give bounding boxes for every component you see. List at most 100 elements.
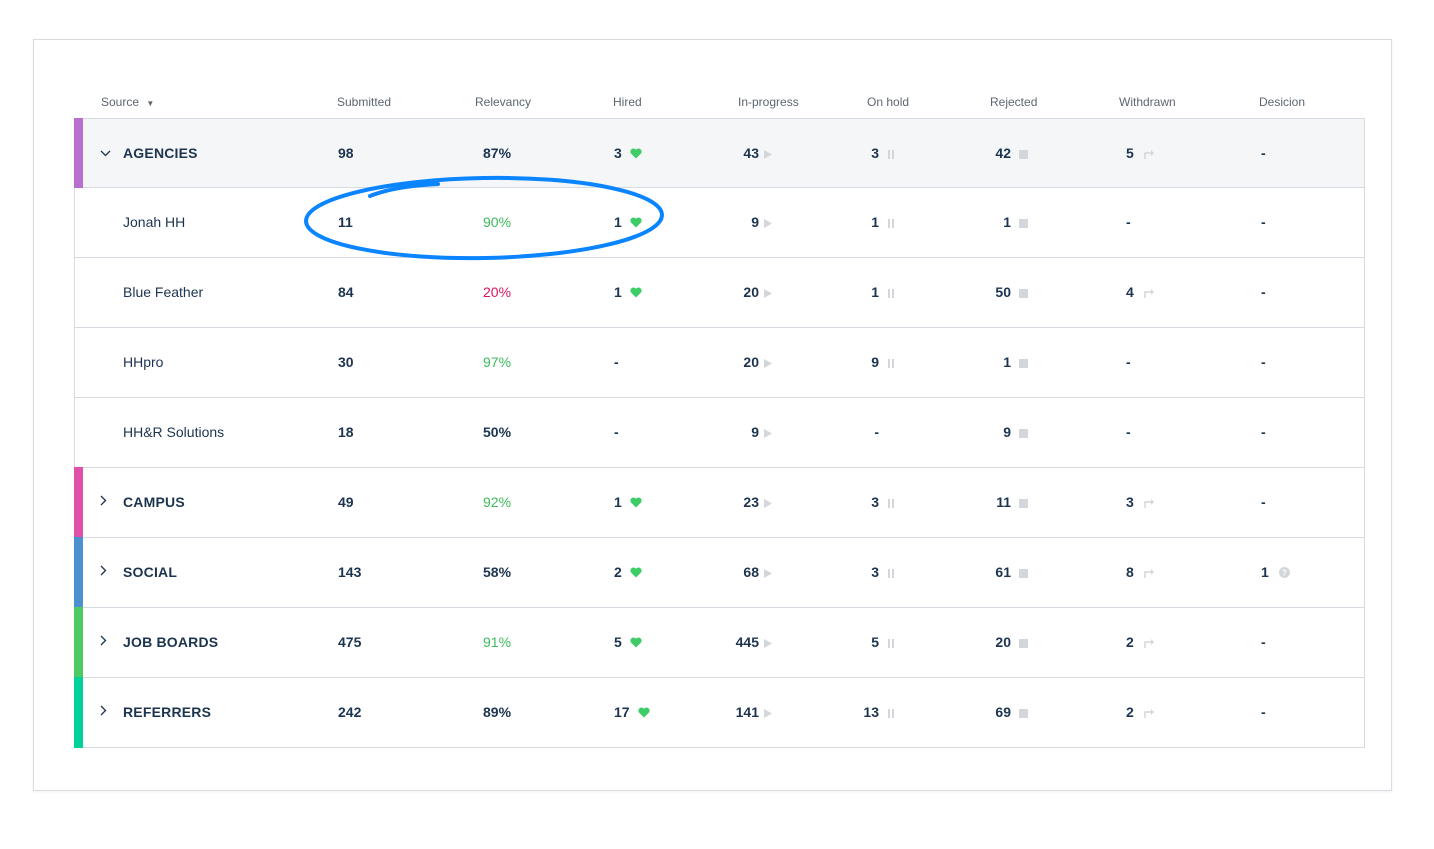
decision-cell: - (1261, 398, 1266, 466)
column-header-source[interactable]: Source ▼ (101, 95, 154, 109)
submitted-value: 18 (338, 424, 354, 440)
source-row[interactable]: Jonah HH 11 90% 1 9 1 1- - (74, 188, 1365, 258)
source-name[interactable]: JOB BOARDS (123, 634, 219, 650)
submitted-value: 98 (338, 145, 354, 161)
play-icon (764, 189, 772, 257)
submitted-value: 143 (338, 564, 362, 580)
column-header-rejected[interactable]: Rejected (990, 95, 1038, 109)
in-progress-value: 9 (751, 214, 759, 230)
in-progress-cell: 68 (719, 538, 772, 606)
chevron-right-icon[interactable] (100, 468, 107, 536)
decision-cell: - (1261, 258, 1266, 326)
submitted-cell: 11 (338, 188, 353, 256)
group-row[interactable]: REFERRERS 242 89% 17 141 13 69 2 - (74, 677, 1365, 748)
in-progress-cell: 9 (719, 188, 772, 256)
redirect-arrow-icon (1144, 609, 1155, 677)
source-name[interactable]: AGENCIES (123, 145, 198, 161)
relevancy-value: 91% (483, 634, 512, 650)
group-color-bar (74, 537, 83, 608)
on-hold-value: 3 (871, 564, 879, 580)
withdrawn-cell: 2 (1126, 678, 1155, 746)
pause-icon (887, 539, 895, 607)
in-progress-value: 445 (735, 634, 759, 650)
group-color-bar (74, 677, 83, 748)
source-row[interactable]: Blue Feather 84 20% 1 20 1 50 4 - (74, 258, 1365, 328)
hired-cell: 1 (614, 258, 642, 326)
submitted-value: 49 (338, 494, 354, 510)
withdrawn-value: - (1126, 214, 1131, 230)
submitted-cell: 30 (338, 328, 354, 396)
withdrawn-cell: - (1126, 328, 1131, 396)
column-header-decision[interactable]: Desicion (1259, 95, 1306, 109)
relevancy-cell: 89% (483, 678, 511, 746)
on-hold-cell: 13 (839, 678, 895, 746)
question-icon[interactable]: ? (1278, 539, 1290, 607)
hired-value: 2 (614, 564, 622, 580)
hired-value: 3 (614, 145, 622, 161)
rejected-cell: 11 (971, 468, 1028, 536)
in-progress-cell: 141 (719, 678, 772, 746)
in-progress-cell: 445 (719, 608, 772, 676)
relevancy-value: 97% (483, 354, 512, 370)
decision-cell: - (1261, 328, 1266, 396)
on-hold-cell: 5 (839, 608, 895, 676)
on-hold-cell: 1 (839, 188, 895, 256)
decision-cell: 1? (1261, 538, 1290, 606)
play-icon (764, 329, 772, 397)
column-header-on-hold[interactable]: On hold (867, 95, 910, 109)
submitted-value: 30 (338, 354, 354, 370)
source-row[interactable]: HHpro 30 97% - 20 9 1 - - (74, 328, 1365, 398)
stop-icon (1019, 259, 1028, 327)
hired-value: - (614, 354, 619, 370)
group-row[interactable]: JOB BOARDS 475 91% 5 445 5 20 2 - (74, 607, 1365, 678)
group-color-bar (74, 607, 83, 678)
withdrawn-cell: - (1126, 188, 1131, 256)
on-hold-value: 5 (871, 634, 879, 650)
group-row[interactable]: SOCIAL 143 58% 2 68 3 61 8 1? (74, 537, 1365, 608)
withdrawn-value: 5 (1126, 145, 1134, 161)
group-row[interactable]: CAMPUS 49 92% 1 23 3 11 3 - (74, 467, 1365, 538)
chevron-right-icon[interactable] (100, 678, 107, 746)
withdrawn-value: 2 (1126, 634, 1134, 650)
relevancy-value: 90% (483, 214, 512, 230)
chevron-right-icon[interactable] (100, 608, 107, 676)
rejected-value: 61 (995, 564, 1011, 580)
chevron-down-icon[interactable] (100, 119, 111, 187)
play-icon (764, 120, 772, 188)
source-name[interactable]: REFERRERS (123, 704, 212, 720)
chevron-right-icon[interactable] (100, 538, 107, 606)
column-header-hired[interactable]: Hired (613, 95, 642, 109)
decision-cell: - (1261, 468, 1266, 536)
caret-down-icon: ▼ (146, 99, 155, 108)
column-header-relevancy[interactable]: Relevancy (475, 95, 532, 109)
submitted-cell: 98 (338, 119, 354, 187)
relevancy-cell: 50% (483, 398, 511, 466)
hired-cell: 2 (614, 538, 642, 606)
relevancy-value: 58% (483, 564, 512, 580)
rejected-value: 69 (995, 704, 1011, 720)
rejected-cell: 50 (971, 258, 1028, 326)
source-name[interactable]: SOCIAL (123, 564, 178, 580)
decision-cell: - (1261, 188, 1266, 256)
hired-cell: 1 (614, 188, 642, 256)
heart-icon (630, 259, 642, 327)
rejected-cell: 20 (971, 608, 1028, 676)
withdrawn-cell: 4 (1126, 258, 1155, 326)
hired-value: 1 (614, 494, 622, 510)
redirect-arrow-icon (1144, 679, 1155, 747)
group-row[interactable]: AGENCIES 98 87% 3 43 3 42 5 - (74, 118, 1365, 188)
column-header-in-progress[interactable]: In-progress (738, 95, 799, 109)
hired-value: 5 (614, 634, 622, 650)
source-name: HH&R Solutions (123, 424, 225, 440)
source-row[interactable]: HH&R Solutions 18 50% - 9 - 9 - - (74, 398, 1365, 468)
column-header-submitted[interactable]: Submitted (337, 95, 392, 109)
source-name[interactable]: CAMPUS (123, 494, 185, 510)
on-hold-cell: 1 (839, 258, 895, 326)
in-progress-value: 141 (735, 704, 759, 720)
submitted-value: 84 (338, 284, 354, 300)
decision-cell: - (1261, 608, 1266, 676)
relevancy-value: 20% (483, 284, 512, 300)
heart-icon (630, 539, 642, 607)
column-header-withdrawn[interactable]: Withdrawn (1119, 95, 1176, 109)
in-progress-cell: 20 (719, 328, 772, 396)
